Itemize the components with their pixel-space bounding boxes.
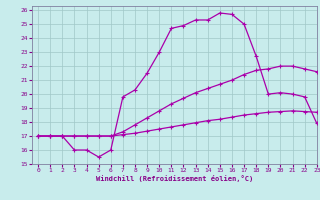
X-axis label: Windchill (Refroidissement éolien,°C): Windchill (Refroidissement éolien,°C) bbox=[96, 175, 253, 182]
